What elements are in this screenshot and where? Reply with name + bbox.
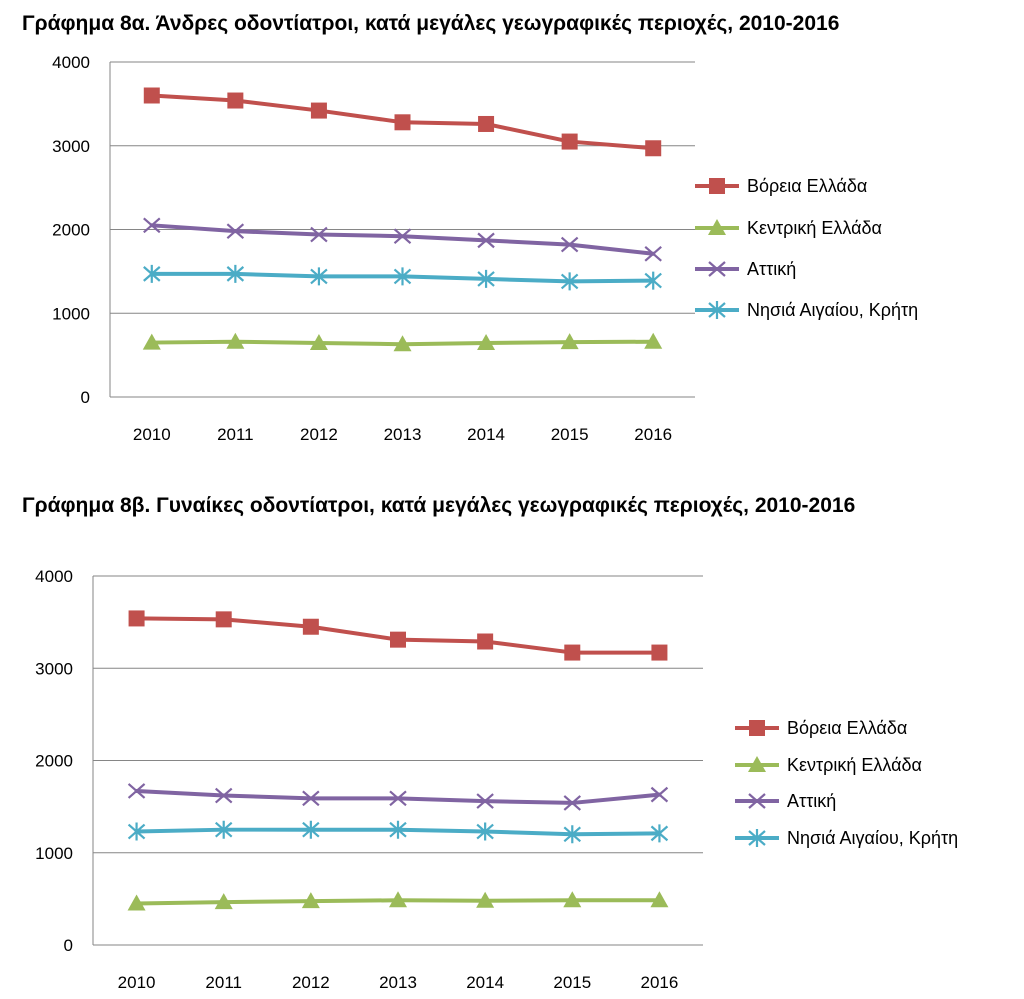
chart-a-data-point [309, 333, 328, 350]
chart-b-data-point [127, 894, 146, 911]
chart-a-legend-label: Βόρεια Ελλάδα [747, 176, 867, 196]
chart-b-legend-label: Βόρεια Ελλάδα [787, 718, 907, 738]
chart-a-data-point [143, 264, 161, 283]
chart-b-legend-marker [748, 829, 766, 847]
chart-b-y-tick-label: 4000 [35, 567, 73, 586]
chart-a-data-point [310, 267, 328, 286]
chart-a-data-point [644, 271, 662, 290]
chart-b-data-point [650, 786, 669, 803]
chart-a-x-tick-label: 2014 [467, 425, 505, 444]
chart-b-data-point [563, 825, 582, 844]
chart-a-x-tick-label: 2016 [634, 425, 672, 444]
chart-a-data-point [393, 267, 412, 286]
chart-b-y-tick-label: 0 [64, 936, 73, 955]
chart-b-data-point [302, 790, 320, 807]
chart-b-data-point [389, 790, 407, 807]
chart-a-data-point [226, 223, 245, 240]
chart-a-data-point [644, 332, 663, 349]
chart-a-data-point [478, 115, 495, 132]
chart-b-data-point [214, 787, 233, 804]
chart-a-data-point [310, 226, 328, 243]
chart-b-data-point [563, 891, 582, 908]
chart-b-data-point [651, 644, 668, 661]
chart-a-data-point [561, 133, 578, 150]
chart-b-x-tick-label: 2012 [292, 973, 330, 992]
chart-a-data-point [227, 92, 244, 109]
chart-b-legend-label: Κεντρική Ελλάδα [787, 755, 922, 775]
chart-b-data-point [389, 820, 407, 839]
chart-a-x-tick-label: 2010 [133, 425, 171, 444]
chart-b-data-point [563, 795, 582, 811]
chart-b-data-point [127, 783, 146, 799]
chart-b-data-point [476, 822, 494, 841]
chart-b-data-point [302, 820, 320, 839]
chart-a-data-point [142, 333, 161, 350]
chart-b-legend-label: Νησιά Αιγαίου, Κρήτη [787, 828, 958, 848]
chart-a-data-point [394, 114, 411, 131]
chart-a-x-tick-label: 2015 [551, 425, 589, 444]
chart-a-legend-label: Κεντρική Ελλάδα [747, 218, 882, 238]
chart-a-data-point [477, 333, 496, 350]
chart-a-y-tick-label: 2000 [52, 221, 90, 240]
chart-a-title: Γράφημα 8α. Άνδρες οδοντίατροι, κατά μεγ… [22, 12, 840, 35]
chart-b-data-point [214, 893, 233, 910]
chart-b-data-point [214, 820, 233, 839]
chart-a-data-point [393, 228, 412, 245]
chart-b-data-point [215, 611, 232, 628]
chart-a-legend-marker [708, 219, 726, 235]
chart-a-legend-marker [709, 178, 725, 194]
chart-a-y-tick-label: 4000 [52, 53, 90, 72]
chart-b-x-tick-label: 2011 [205, 973, 242, 992]
chart-b-data-point [564, 644, 581, 661]
chart-a-data-point [226, 264, 245, 283]
chart-b-data-point [650, 891, 669, 908]
chart-b-data-point [302, 618, 319, 635]
chart-b-data-point [390, 631, 406, 648]
chart-b-data-point [127, 822, 146, 841]
chart-a-data-point [310, 102, 327, 119]
chart-a-legend-label: Νησιά Αιγαίου, Κρήτη [747, 300, 918, 320]
chart-a-data-point [143, 217, 161, 234]
chart-b-data-point [476, 793, 494, 809]
chart-b-x-tick-label: 2016 [641, 973, 679, 992]
chart-a-data-point [560, 236, 579, 253]
chart-b-data-point [128, 610, 145, 627]
chart-b-x-tick-label: 2014 [466, 973, 504, 992]
chart-a-data-point [226, 332, 245, 349]
chart-b-data-point [301, 892, 320, 909]
chart-a-y-tick-label: 3000 [52, 137, 90, 156]
chart-a-data-point [143, 87, 160, 104]
chart-b-x-tick-label: 2015 [553, 973, 591, 992]
chart-b-y-tick-label: 3000 [35, 659, 73, 678]
chart-b-legend-marker [748, 756, 766, 772]
chart-a-data-point [644, 245, 662, 262]
chart-b-x-tick-label: 2013 [379, 973, 417, 992]
chart-b-data-point [477, 633, 494, 650]
chart-a-data-point [560, 333, 579, 350]
chart-b-legend-marker [748, 793, 766, 809]
chart-b-y-tick-label: 2000 [35, 752, 73, 771]
chart-a-legend-marker [708, 301, 726, 319]
chart-b-data-point [476, 891, 495, 908]
chart-a-legend-label: Αττική [747, 259, 796, 279]
chart-a-data-point [645, 140, 662, 157]
chart-b-data-point [389, 891, 407, 908]
chart-a-data-point [477, 269, 495, 288]
chart-a-data-point [393, 335, 412, 352]
chart-a-data-point [477, 232, 495, 249]
chart-b-y-tick-label: 1000 [35, 844, 73, 863]
chart-a-y-tick-label: 0 [81, 388, 90, 407]
chart-b-legend-label: Αττική [787, 791, 836, 811]
chart-b-title: Γράφημα 8β. Γυναίκες οδοντίατροι, κατά μ… [22, 494, 856, 517]
chart-a-x-tick-label: 2012 [300, 425, 338, 444]
chart-a-x-tick-label: 2011 [217, 425, 254, 444]
chart-b-x-tick-label: 2010 [118, 973, 156, 992]
chart-b-data-point [650, 824, 669, 843]
chart-b-legend-marker [749, 720, 765, 736]
chart-a-y-tick-label: 1000 [52, 304, 90, 323]
chart-a-data-point [560, 272, 579, 291]
chart-a-legend-marker [708, 261, 726, 277]
chart-a-x-tick-label: 2013 [384, 425, 422, 444]
